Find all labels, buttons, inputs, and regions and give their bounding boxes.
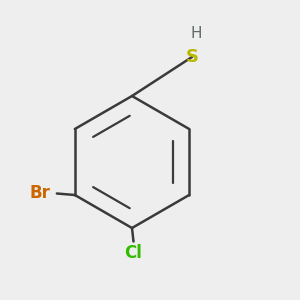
Text: Cl: Cl	[124, 244, 142, 262]
Text: H: H	[191, 26, 202, 40]
Text: S: S	[185, 48, 199, 66]
Text: Br: Br	[30, 184, 51, 202]
